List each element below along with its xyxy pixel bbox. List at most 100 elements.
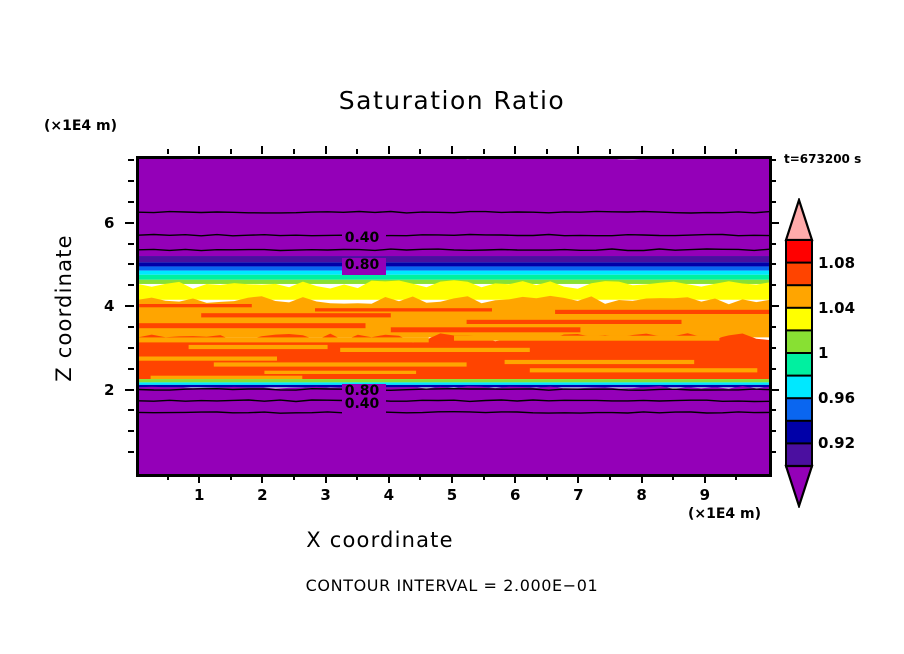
y-axis-tick [128,326,134,328]
x-axis-tick [577,475,580,483]
x-axis-tick [419,149,422,154]
x-axis-tick [419,475,422,480]
x-axis-tick [261,146,264,154]
colorbar [782,196,822,512]
y-axis-tick [770,221,779,224]
x-axis-tick [324,146,327,154]
x-axis-tick-label: 9 [699,486,711,504]
y-axis-tick [770,430,776,433]
x-axis-tick [166,475,169,480]
x-axis-tick [609,475,611,480]
y-axis-tick [128,263,134,266]
x-axis-unit-label: (×1E4 m) [688,506,762,522]
x-axis-tick-label: 1 [193,486,205,504]
y-axis-tick-label: 4 [104,297,115,316]
contour-line-label: 0.40 [344,396,380,412]
x-axis-tick [735,149,738,154]
x-axis-tick-label: 8 [636,486,647,504]
x-axis-tick [735,475,738,480]
x-axis-tick [451,146,453,154]
y-axis-tick [125,305,134,308]
y-axis-tick [128,284,134,287]
x-axis-tick-label: 2 [257,486,268,504]
x-axis-tick-label: 7 [573,486,584,504]
y-axis-tick [770,326,776,328]
x-axis-tick [640,146,643,154]
x-axis-tick [672,149,675,154]
x-axis-tick [166,149,169,154]
x-axis-tick [387,146,390,154]
y-axis-tick [770,263,776,266]
x-axis-tick [293,149,295,154]
x-axis-tick [703,475,706,483]
x-axis-tick [229,475,232,480]
colorbar-tick-label: 0.92 [818,434,856,453]
x-axis-tick [451,475,453,483]
time-annotation: t=673200 s [784,152,862,166]
x-axis-tick-label: 6 [509,486,521,504]
y-axis-tick [128,409,134,412]
y-axis-tick [770,180,776,183]
x-axis-tick [324,475,327,483]
y-axis-tick [128,346,134,349]
y-axis-tick [125,388,134,391]
x-axis-tick [514,146,517,154]
x-axis-tick [703,146,706,154]
y-axis-tick [128,180,134,183]
y-axis-unit-label: (×1E4 m) [44,118,118,134]
x-axis-tick [672,475,675,480]
x-axis-tick-label: 4 [383,486,395,504]
contour-line-label: 0.40 [344,230,380,246]
x-axis-tick [387,475,390,483]
y-axis-tick [770,305,779,308]
x-axis-tick [356,475,359,480]
y-axis-tick [128,242,134,245]
x-axis-tick [198,475,201,483]
x-axis-tick [514,475,517,483]
colorbar-tick-label: 1.08 [818,253,856,272]
contour-field [138,158,770,475]
y-axis-tick [128,159,134,162]
x-axis-tick [356,149,359,154]
y-axis-tick [125,221,134,224]
x-axis-tick [261,475,264,483]
y-axis-tick [770,409,776,412]
y-axis-tick [770,451,776,454]
y-axis-tick [770,388,779,391]
x-axis-tick [482,149,485,154]
contour-interval-caption: CONTOUR INTERVAL = 2.000E−01 [305,576,599,595]
colorbar-tick-label: 0.96 [818,389,856,408]
x-axis-tick [577,146,580,154]
contour-line-label: 0.80 [344,257,380,273]
y-axis-tick [770,159,776,162]
y-axis-tick [128,430,134,433]
y-axis-tick [128,451,134,454]
y-axis-tick [128,367,134,370]
x-axis-tick [229,149,232,154]
y-axis-tick [128,200,134,203]
x-axis-tick [609,149,611,154]
colorbar-tick-label: 1 [818,344,829,362]
colorbar-tick-label: 1.04 [818,298,856,317]
y-axis-tick [770,200,776,203]
y-axis-tick [770,242,776,245]
x-axis-tick [293,475,295,480]
colorbar-swatches [784,196,814,510]
contour-plot-area [136,156,772,477]
y-axis-title: Z coordinate [52,234,76,382]
y-axis-tick-label: 2 [104,380,115,399]
x-axis-tick-label: 3 [320,486,331,504]
y-axis-tick [770,367,776,370]
x-axis-tick [198,146,201,154]
x-axis-tick-label: 5 [446,486,458,504]
x-axis-title: X coordinate [306,528,454,552]
x-axis-tick [640,475,643,483]
y-axis-tick-label: 6 [104,213,115,232]
x-axis-tick [482,475,485,480]
y-axis-tick [770,346,776,349]
x-axis-tick [545,149,548,154]
y-axis-tick [770,284,776,287]
page-title: Saturation Ratio [338,86,566,115]
x-axis-tick [545,475,548,480]
contour-line-label: 0.80 [344,383,380,399]
